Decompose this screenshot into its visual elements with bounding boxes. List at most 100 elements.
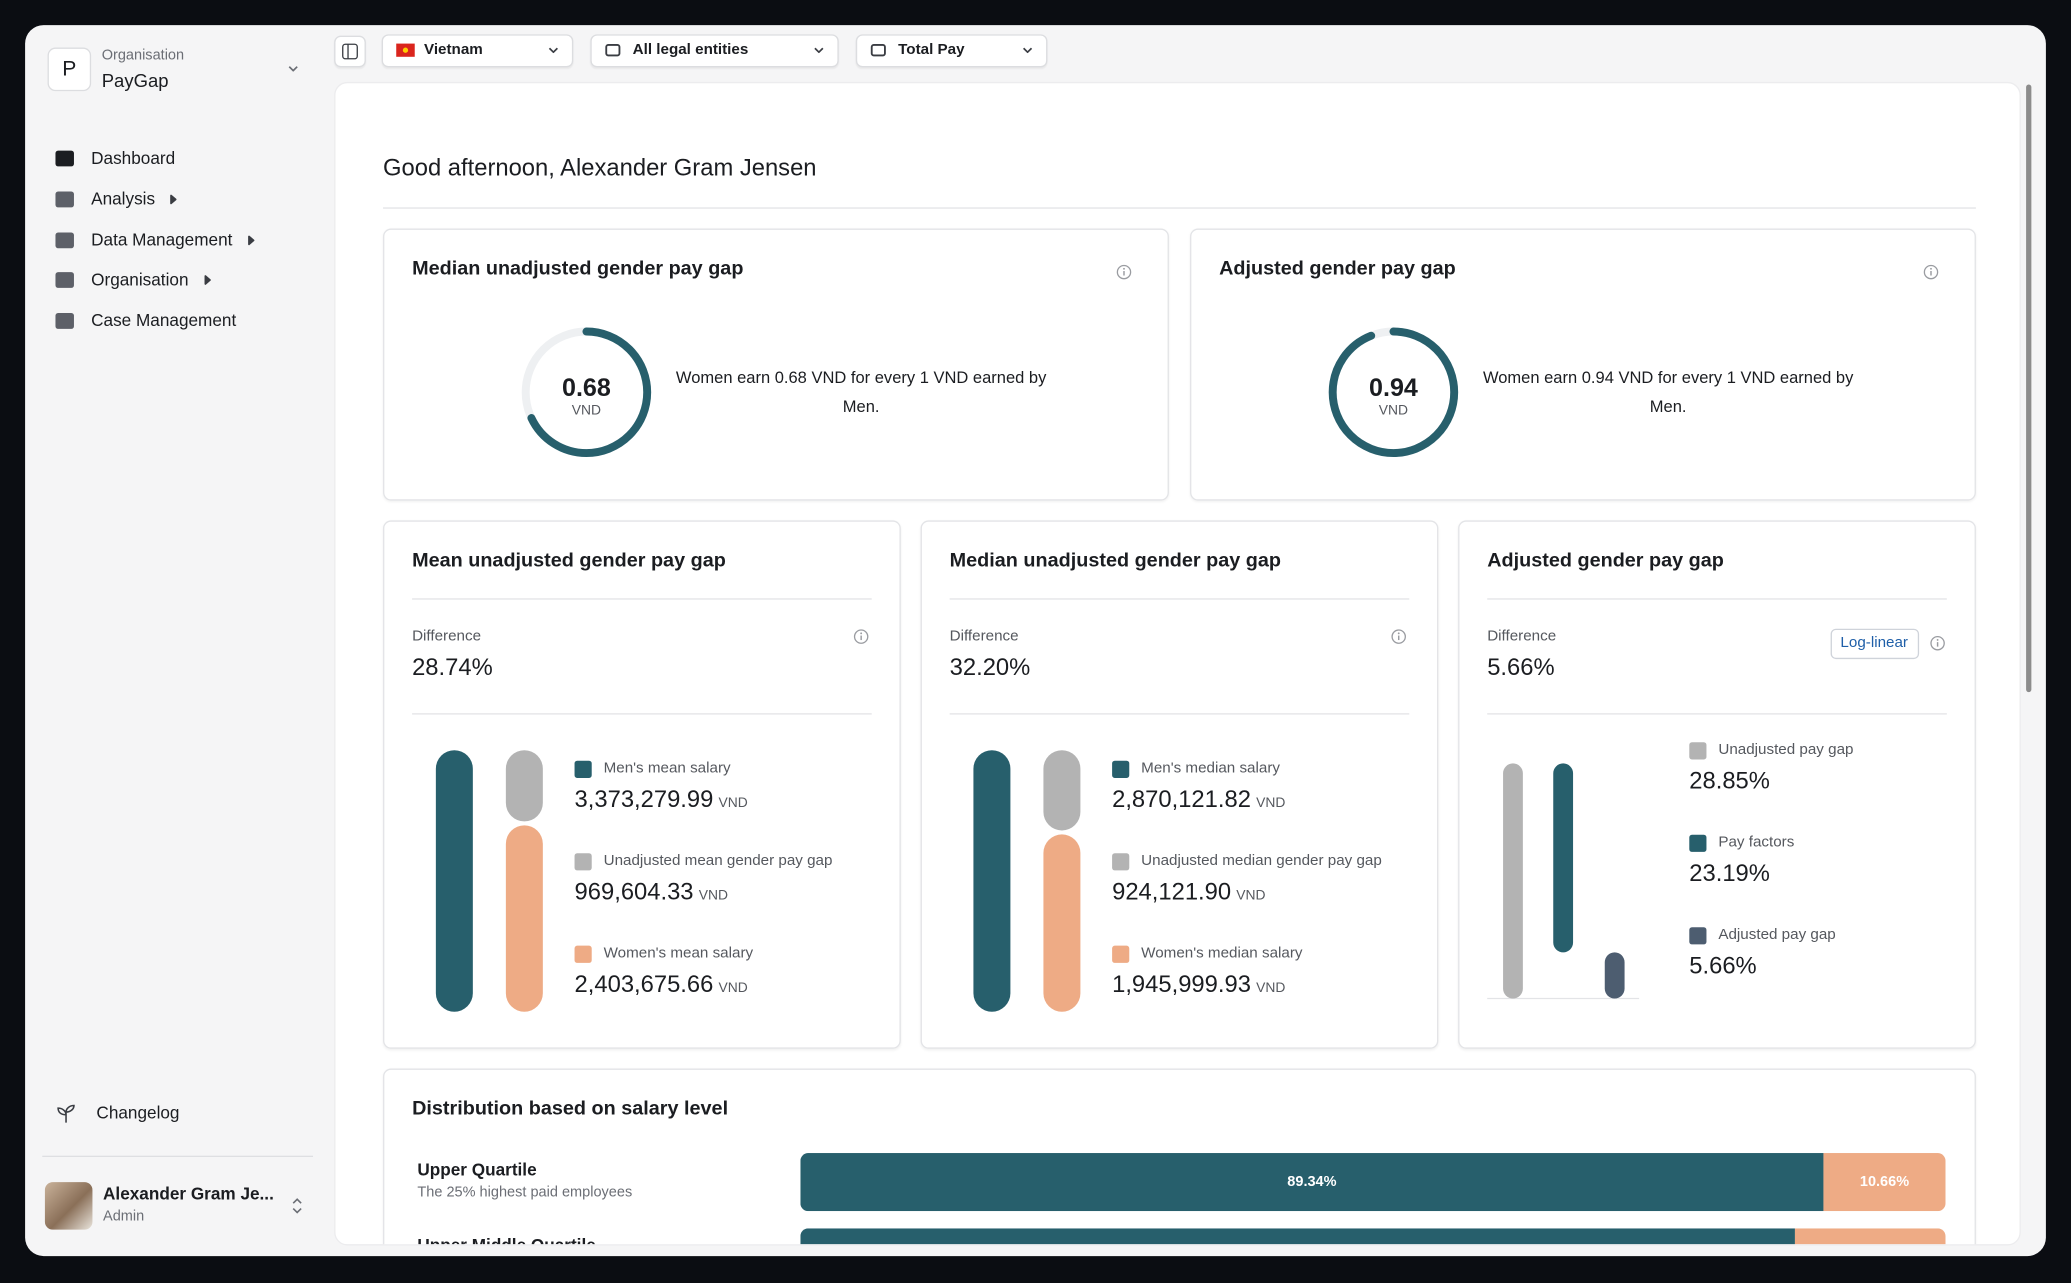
org-label: Organisation xyxy=(101,47,185,64)
legend-value: 28.85% xyxy=(1689,767,1770,795)
bar-segment xyxy=(800,1228,1795,1245)
legend-unit: VND xyxy=(1256,794,1286,811)
nav-item[interactable]: Dashboard xyxy=(91,147,176,168)
user-name[interactable]: Alexander Gram Je... xyxy=(103,1183,274,1204)
bar xyxy=(1043,834,1081,1012)
nav-item[interactable]: Data Management xyxy=(91,229,233,249)
chevron-path xyxy=(288,66,298,72)
difference-label: Difference xyxy=(1487,628,1557,645)
filter-icon xyxy=(870,43,886,57)
chevron-path xyxy=(170,194,177,204)
legend-value: 3,373,279.99 xyxy=(574,786,714,813)
legend-label: Pay factors xyxy=(1718,834,1795,851)
method-badge[interactable] xyxy=(1830,628,1920,660)
info-circle xyxy=(1923,264,1939,280)
bar xyxy=(1553,763,1574,953)
info-icon xyxy=(1116,264,1132,280)
bar xyxy=(1604,952,1625,999)
chevron xyxy=(548,47,558,54)
nav-item[interactable]: Analysis xyxy=(91,188,156,209)
sidebar-toggle-icon xyxy=(342,43,358,60)
legend-label: Adjusted pay gap xyxy=(1718,927,1836,943)
legend-label: Women's mean salary xyxy=(603,945,754,962)
legend-unit: VND xyxy=(718,979,748,996)
greeting-divider xyxy=(383,207,1976,209)
segments xyxy=(800,1228,1946,1245)
bar-segment xyxy=(800,1153,1824,1212)
gauge-title: Median unadjusted gender pay gap xyxy=(412,256,744,280)
quartile-label: Upper Middle Quartile xyxy=(417,1234,596,1246)
filter-icon xyxy=(605,43,621,57)
nav-item[interactable]: Case Management xyxy=(91,310,237,331)
content: Good afternoon, Alexander Gram Jensen Med… xyxy=(335,83,2019,1246)
org-avatar: P xyxy=(47,47,92,92)
org-name[interactable]: PayGap xyxy=(101,70,169,92)
filter-icon xyxy=(396,43,415,57)
chevron xyxy=(1023,47,1033,54)
nav-icon xyxy=(55,313,74,330)
gauge-text: Women earn 0.94 VND for every 1 VND earn… xyxy=(1482,368,1854,417)
info-circle xyxy=(1391,629,1406,644)
chevron xyxy=(170,194,177,204)
filter-label: Total Pay xyxy=(898,42,965,59)
filter-glyph xyxy=(605,43,621,57)
legend-swatch xyxy=(574,945,592,963)
legend-value: 23.19% xyxy=(1689,860,1770,887)
bar xyxy=(505,825,543,1012)
segments xyxy=(800,1153,1946,1212)
difference-value: 5.66% xyxy=(1487,654,1555,681)
difference-label: Difference xyxy=(949,628,1019,645)
toggle-frame xyxy=(342,43,358,60)
user-role: Admin xyxy=(103,1208,145,1225)
changelog-sprout xyxy=(57,1104,75,1123)
gauge-card xyxy=(1190,228,1976,501)
bar xyxy=(1503,763,1523,999)
filter-dropdown[interactable] xyxy=(855,34,1048,68)
card-divider xyxy=(412,713,872,715)
user-menu-icon xyxy=(292,1198,302,1214)
card-title: Median unadjusted gender pay gap xyxy=(949,548,1282,572)
bar xyxy=(435,750,473,1012)
gauge xyxy=(1328,327,1459,457)
legend-value: 969,604.33 xyxy=(574,878,694,906)
card-title: Mean unadjusted gender pay gap xyxy=(412,548,726,572)
legend-swatch xyxy=(1689,742,1707,760)
changelog-icon xyxy=(57,1104,75,1123)
changelog-link[interactable]: Changelog xyxy=(96,1102,180,1123)
chevron xyxy=(814,47,824,54)
scrollbar[interactable] xyxy=(2026,84,2032,693)
legend-value: 924,121.90 xyxy=(1112,878,1232,906)
legend-swatch xyxy=(1689,927,1707,945)
gauge xyxy=(521,327,652,457)
nav-icon-shape xyxy=(55,313,74,330)
filter-dropdown[interactable] xyxy=(590,34,839,68)
legend-value: 2,403,675.66 xyxy=(574,971,714,998)
nav-icon xyxy=(55,150,74,167)
legend-label: Men's median salary xyxy=(1141,760,1280,777)
legend-value: 2,870,121.82 xyxy=(1112,786,1251,813)
method-badge-label: Log-linear xyxy=(1840,635,1908,652)
legend-swatch xyxy=(574,760,592,778)
bar-segment xyxy=(1794,1228,1946,1245)
gauge-unit: VND xyxy=(1378,402,1409,419)
legend-swatch xyxy=(1112,945,1130,963)
legend-label: Unadjusted median gender pay gap xyxy=(1141,853,1382,869)
gauge-text: Women earn 0.68 VND for every 1 VND earn… xyxy=(675,368,1047,417)
quartile-sub: The 25% highest paid employees xyxy=(417,1185,633,1201)
nav-item[interactable]: Organisation xyxy=(91,269,189,290)
main-panel: Good afternoon, Alexander Gram Jensen Med… xyxy=(334,81,2021,1246)
segment-label: 89.34% xyxy=(1287,1174,1336,1190)
distribution-title: Distribution based on salary level xyxy=(412,1096,729,1120)
chevron-path xyxy=(1023,47,1033,54)
info-icon xyxy=(1391,629,1406,644)
difference-value: 28.74% xyxy=(412,654,493,681)
legend-unit: VND xyxy=(1256,979,1286,996)
bar-chart xyxy=(973,750,1081,1012)
sidebar-toggle[interactable] xyxy=(334,35,366,68)
info-circle xyxy=(1116,264,1132,280)
filter-label: Vietnam xyxy=(423,42,483,59)
info-icon xyxy=(1923,264,1939,280)
gauge-arc xyxy=(521,327,652,457)
